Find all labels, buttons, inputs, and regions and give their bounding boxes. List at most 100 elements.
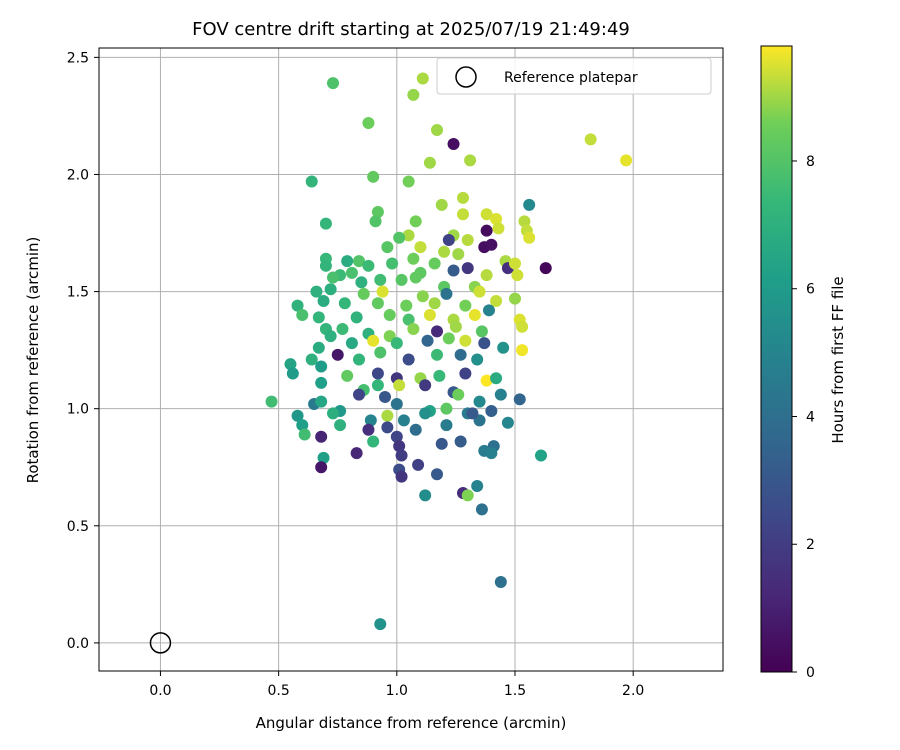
data-point — [449, 320, 462, 333]
grid-lines — [99, 48, 723, 671]
data-point — [452, 388, 465, 401]
data-point — [431, 325, 443, 338]
data-point — [442, 332, 455, 345]
data-point — [305, 353, 318, 366]
data-point — [485, 447, 498, 460]
data-point — [475, 503, 488, 516]
x-axis-ticks: 0.0 0.5 1.0 1.5 2.0 — [149, 671, 644, 699]
data-point — [433, 369, 446, 382]
data-point — [298, 428, 311, 441]
data-point — [400, 299, 413, 312]
data-point — [357, 287, 370, 300]
data-point — [509, 292, 521, 305]
data-point — [345, 266, 358, 279]
data-point — [312, 311, 325, 324]
data-point — [523, 198, 536, 211]
data-point — [362, 423, 375, 436]
data-point — [324, 330, 337, 343]
data-point — [409, 215, 422, 228]
data-point — [490, 294, 503, 307]
y-tick-label: 1.0 — [67, 402, 89, 418]
data-point — [431, 123, 443, 136]
data-point — [284, 358, 297, 371]
data-point — [353, 353, 365, 366]
data-point — [350, 447, 363, 460]
data-point — [379, 390, 391, 403]
data-point — [367, 435, 380, 448]
data-point — [473, 395, 486, 408]
y-axis-label: Rotation from reference (arcmin) — [24, 237, 42, 484]
colorbar-tick-label: 8 — [806, 154, 815, 170]
data-point — [341, 369, 354, 382]
data-point — [428, 297, 441, 310]
data-point — [327, 77, 339, 90]
data-point — [490, 212, 503, 225]
data-point — [435, 198, 448, 211]
data-point — [513, 393, 526, 406]
data-point — [402, 353, 415, 366]
colorbar-tick-label: 0 — [806, 665, 815, 681]
data-point — [497, 341, 510, 354]
data-point — [381, 241, 394, 254]
data-point — [362, 259, 375, 272]
data-point — [471, 353, 484, 366]
data-point — [471, 479, 484, 492]
data-point — [416, 290, 429, 303]
data-point — [480, 269, 493, 282]
data-point — [516, 320, 529, 333]
data-point — [315, 461, 328, 474]
data-point — [419, 379, 432, 392]
legend: Reference platepar — [436, 57, 712, 95]
data-point — [402, 229, 415, 242]
data-point — [296, 309, 309, 321]
legend-label: Reference platepar — [504, 70, 638, 86]
x-tick-label: 0.0 — [149, 683, 171, 699]
data-point — [317, 451, 330, 464]
x-tick-label: 2.0 — [622, 683, 644, 699]
data-point — [584, 133, 597, 146]
data-point — [393, 231, 406, 244]
data-point — [390, 337, 403, 350]
data-point — [461, 489, 474, 502]
data-point — [291, 409, 304, 422]
data-point — [364, 414, 377, 427]
data-point — [390, 398, 403, 410]
y-tick-label: 1.5 — [67, 285, 89, 301]
legend-marker-icon — [455, 66, 477, 88]
x-axis-label: Angular distance from reference (arcmin) — [256, 714, 567, 732]
data-point — [319, 259, 332, 272]
data-point — [494, 576, 507, 588]
y-tick-label: 0.5 — [67, 519, 89, 535]
data-point — [381, 421, 394, 434]
data-point — [523, 231, 536, 244]
data-point — [386, 257, 399, 270]
data-point — [374, 273, 387, 286]
data-point — [355, 276, 368, 289]
data-point — [407, 252, 420, 265]
data-point — [414, 241, 427, 254]
data-point — [483, 304, 495, 317]
data-point — [473, 285, 486, 298]
data-point — [459, 367, 472, 380]
data-point — [535, 449, 547, 462]
data-point — [374, 618, 387, 631]
data-point — [315, 430, 328, 443]
data-point — [383, 309, 396, 321]
data-point — [490, 372, 503, 385]
data-point — [428, 257, 441, 270]
data-point — [317, 294, 330, 307]
reference-platepar-marker — [149, 632, 172, 654]
data-point — [334, 419, 347, 432]
data-point — [319, 217, 332, 230]
data-point — [516, 344, 529, 357]
data-point — [501, 416, 514, 429]
data-point — [468, 309, 481, 321]
data-point — [423, 156, 436, 169]
data-point — [431, 468, 443, 481]
data-point — [457, 191, 469, 204]
data-point — [475, 325, 488, 338]
data-point — [395, 470, 408, 483]
data-point — [331, 348, 344, 361]
colorbar-ticks: 0 2 4 6 8 — [792, 154, 815, 681]
data-point — [492, 222, 505, 235]
